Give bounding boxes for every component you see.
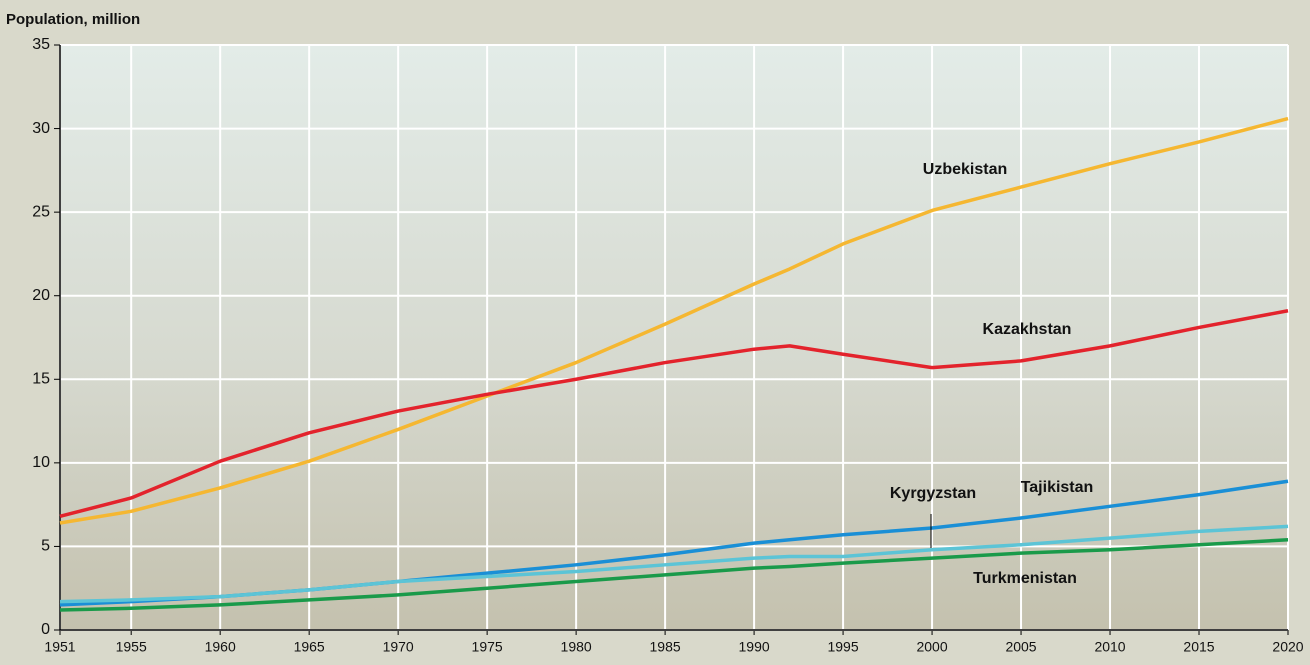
x-tick-label: 1990 bbox=[739, 639, 770, 655]
series-line bbox=[59, 116, 1289, 525]
x-tick-label: 1960 bbox=[205, 639, 236, 655]
series-label: Tajikistan bbox=[1021, 479, 1094, 496]
series-label: Uzbekistan bbox=[923, 161, 1007, 178]
x-tick-label: 2015 bbox=[1183, 639, 1214, 655]
series-label: Kazakhstan bbox=[983, 321, 1072, 338]
y-tick-label: 30 bbox=[32, 120, 50, 137]
y-tick-label: 35 bbox=[32, 36, 50, 53]
x-tick-label: 1985 bbox=[650, 639, 681, 655]
x-tick-label: 2020 bbox=[1272, 639, 1303, 655]
y-tick-label: 25 bbox=[32, 203, 50, 220]
y-tick-label: 20 bbox=[32, 287, 50, 304]
x-tick-label: 1970 bbox=[383, 639, 414, 655]
series-label: Turkmenistan bbox=[973, 570, 1077, 587]
series-line bbox=[59, 309, 1289, 519]
y-axis-title: Population, million bbox=[6, 11, 140, 28]
y-tick-label: 15 bbox=[32, 371, 50, 388]
x-tick-label: 1955 bbox=[116, 639, 147, 655]
plot-area bbox=[60, 45, 1288, 630]
x-tick-label: 1951 bbox=[44, 639, 75, 655]
x-tick-label: 1975 bbox=[472, 639, 503, 655]
series-line bbox=[59, 537, 1289, 612]
y-tick-label: 0 bbox=[41, 621, 50, 638]
y-tick-label: 5 bbox=[41, 538, 50, 555]
series-line bbox=[59, 524, 1289, 604]
x-tick-label: 2000 bbox=[916, 639, 947, 655]
x-tick-label: 1995 bbox=[827, 639, 858, 655]
x-tick-label: 1980 bbox=[561, 639, 592, 655]
x-tick-label: 2010 bbox=[1094, 639, 1125, 655]
series-label: Kyrgyzstan bbox=[890, 485, 976, 502]
x-tick-label: 2005 bbox=[1005, 639, 1036, 655]
y-tick-label: 10 bbox=[32, 454, 50, 471]
x-tick-label: 1965 bbox=[294, 639, 325, 655]
